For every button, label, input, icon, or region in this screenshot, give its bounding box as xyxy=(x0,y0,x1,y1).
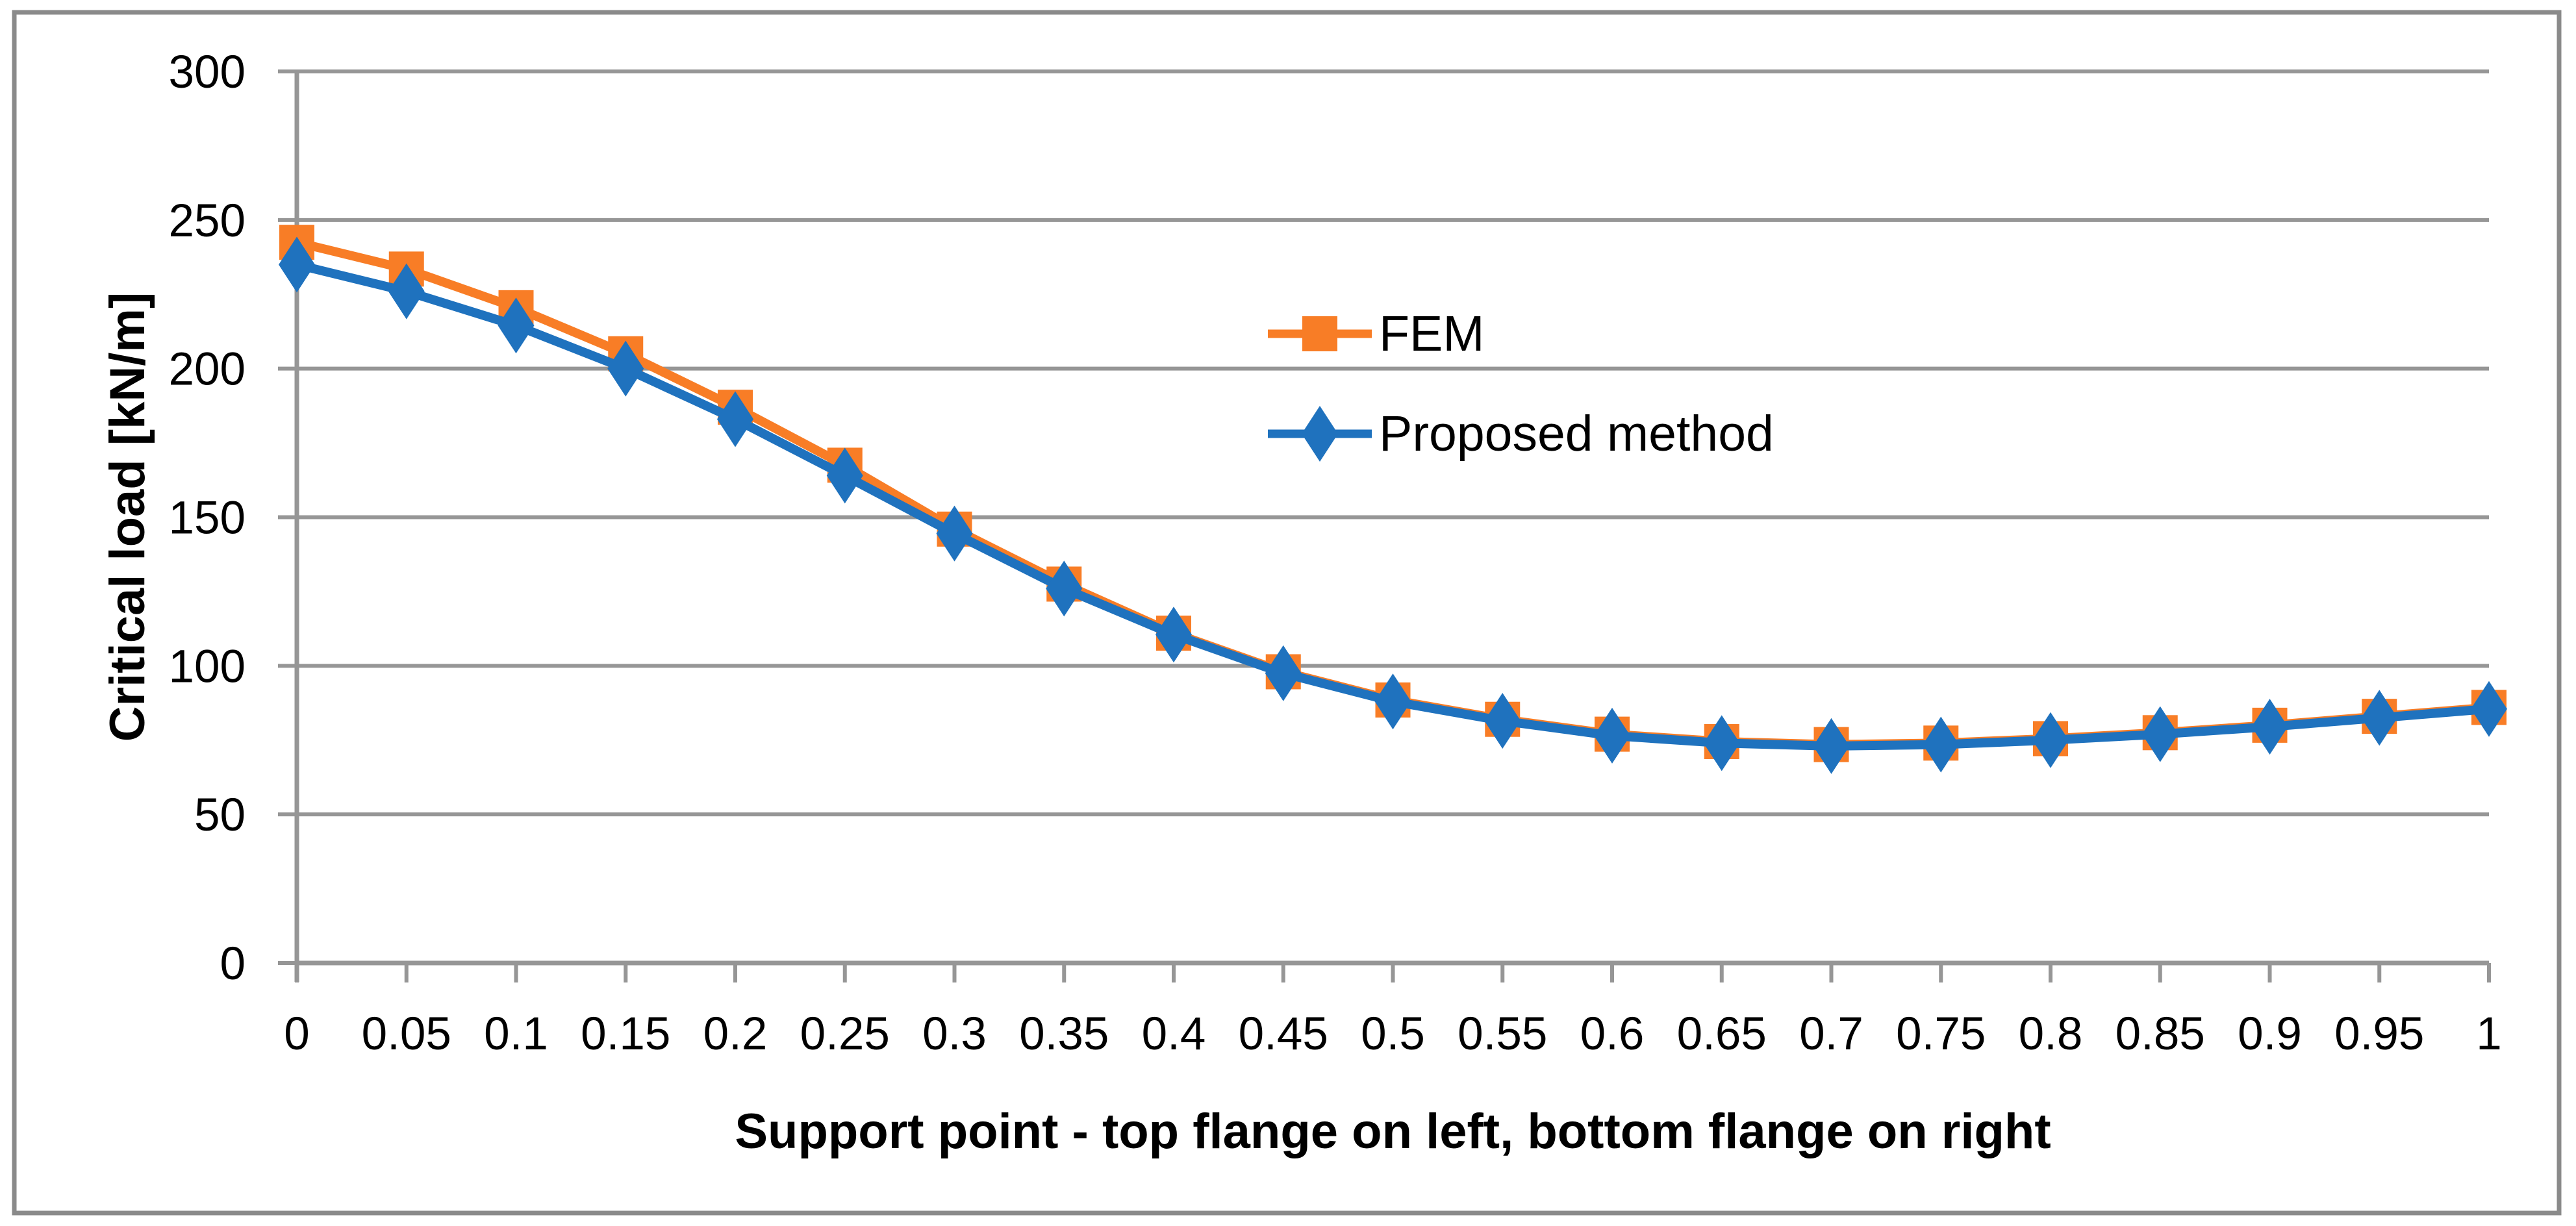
x-tick-label: 0.5 xyxy=(1361,1008,1425,1060)
x-tick-label: 0.15 xyxy=(581,1008,670,1060)
marker-diamond-proposed-method xyxy=(1046,560,1083,617)
y-tick-label: 0 xyxy=(220,938,246,990)
marker-diamond-proposed-method xyxy=(2141,706,2178,762)
x-tick-label: 0.7 xyxy=(1799,1008,1863,1060)
marker-diamond-proposed-method xyxy=(1265,645,1302,701)
x-tick-label: 0.8 xyxy=(2019,1008,2083,1060)
marker-diamond-proposed-method xyxy=(936,505,973,562)
x-tick-label: 0.65 xyxy=(1677,1008,1767,1060)
x-tick-label: 0 xyxy=(284,1008,310,1060)
marker-diamond-proposed-method xyxy=(1703,715,1740,771)
legend-marker-fem xyxy=(1302,316,1337,351)
x-tick-label: 1 xyxy=(2476,1008,2502,1060)
x-tick-label: 0.05 xyxy=(362,1008,451,1060)
x-tick-label: 0.95 xyxy=(2334,1008,2424,1060)
legend-label-proposed-method: Proposed method xyxy=(1379,406,1774,462)
x-tick-label: 0.45 xyxy=(1239,1008,1328,1060)
marker-diamond-proposed-method xyxy=(826,447,863,504)
y-axis-title: Critical load [kN/m] xyxy=(100,292,155,742)
marker-diamond-proposed-method xyxy=(498,297,535,354)
figure-border xyxy=(12,10,2562,1216)
x-tick-label: 0.85 xyxy=(2115,1008,2205,1060)
marker-diamond-proposed-method xyxy=(2251,699,2288,755)
y-tick-label: 50 xyxy=(194,790,246,841)
y-tick-label: 250 xyxy=(169,195,246,247)
marker-diamond-proposed-method xyxy=(1813,718,1850,774)
marker-diamond-proposed-method xyxy=(279,236,315,293)
marker-diamond-proposed-method xyxy=(388,263,425,319)
marker-diamond-proposed-method xyxy=(717,391,753,447)
y-tick-label: 200 xyxy=(169,344,246,395)
x-tick-label: 0.9 xyxy=(2238,1008,2302,1060)
x-tick-label: 0.6 xyxy=(1580,1008,1645,1060)
x-tick-label: 0.35 xyxy=(1019,1008,1109,1060)
x-tick-label: 0.75 xyxy=(1896,1008,1986,1060)
marker-diamond-proposed-method xyxy=(1594,707,1630,764)
marker-diamond-proposed-method xyxy=(1923,716,1960,773)
marker-diamond-proposed-method xyxy=(1374,673,1411,730)
x-tick-label: 0.25 xyxy=(800,1008,890,1060)
marker-diamond-proposed-method xyxy=(1155,607,1192,663)
legend-label-fem: FEM xyxy=(1379,306,1485,362)
x-tick-label: 0.55 xyxy=(1458,1008,1547,1060)
marker-diamond-proposed-method xyxy=(2471,681,2507,737)
marker-diamond-proposed-method xyxy=(607,340,644,397)
y-tick-label: 100 xyxy=(169,641,246,692)
legend-marker-proposed-method xyxy=(1302,406,1338,462)
marker-diamond-proposed-method xyxy=(2361,690,2398,746)
x-tick-label: 0.4 xyxy=(1142,1008,1206,1060)
x-axis-title: Support point - top flange on left, bott… xyxy=(735,1104,2051,1159)
marker-diamond-proposed-method xyxy=(1484,693,1521,749)
x-tick-label: 0.2 xyxy=(703,1008,768,1060)
y-tick-label: 300 xyxy=(169,47,246,98)
marker-diamond-proposed-method xyxy=(2032,712,2069,768)
x-tick-label: 0.1 xyxy=(484,1008,548,1060)
y-tick-label: 150 xyxy=(169,493,246,544)
x-tick-label: 0.3 xyxy=(922,1008,987,1060)
